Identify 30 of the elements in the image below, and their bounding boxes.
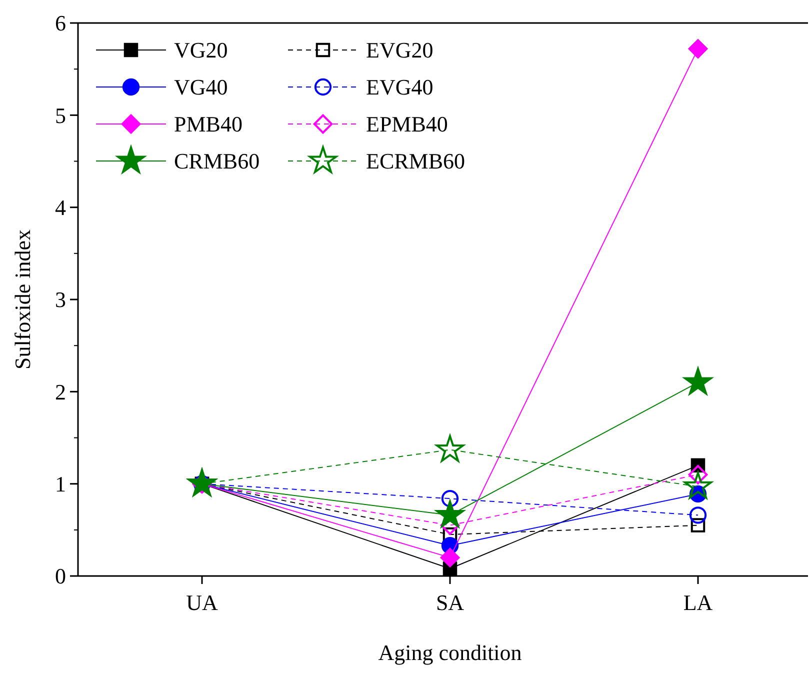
- y-axis-title: Sulfoxide index: [10, 230, 35, 370]
- point: [441, 490, 459, 508]
- y-tick-label: 5: [55, 102, 66, 128]
- y-tick-label: 6: [55, 10, 66, 36]
- x-axis-title: Aging condition: [378, 640, 522, 665]
- legend-label: EPMB40: [366, 112, 448, 137]
- legend-label: EVG40: [366, 74, 434, 100]
- point: [690, 518, 706, 532]
- legend-label: PMB40: [174, 112, 242, 137]
- y-tick-label: 3: [55, 287, 66, 312]
- point: [440, 548, 460, 568]
- legend-label: CRMB60: [174, 148, 260, 174]
- legend-label: ECRMB60: [366, 148, 466, 174]
- y-tick-label: 1: [55, 472, 66, 497]
- point: [688, 39, 708, 58]
- point: [684, 368, 712, 395]
- x-tick-label: LA: [683, 590, 713, 615]
- y-tick-label: 4: [55, 195, 66, 220]
- point: [442, 527, 458, 542]
- point: [688, 464, 708, 484]
- point: [684, 472, 712, 499]
- point: [436, 500, 464, 528]
- x-tick-label: SA: [436, 590, 464, 615]
- y-tick-label: 0: [55, 564, 66, 589]
- legend-label: EVG20: [366, 38, 434, 63]
- legend-label: VG20: [174, 38, 228, 63]
- y-tick-label: 2: [55, 379, 66, 404]
- x-tick-label: UA: [186, 590, 218, 615]
- point: [689, 506, 707, 524]
- legend-label: VG40: [174, 74, 228, 100]
